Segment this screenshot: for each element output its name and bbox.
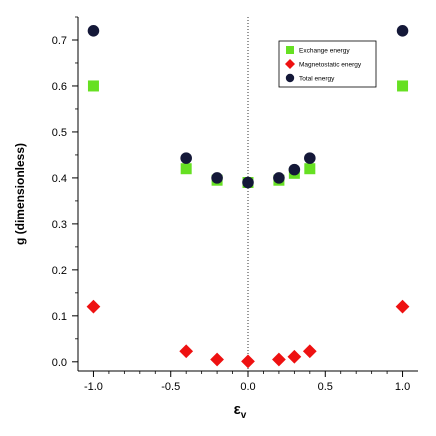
x-axis-title-subscript: v xyxy=(241,410,247,421)
data-marks xyxy=(86,25,410,369)
diamond-point xyxy=(179,344,194,359)
legend-marker-circle xyxy=(285,73,295,83)
y-tick-label: 0.6 xyxy=(52,81,67,93)
diamond-point xyxy=(302,344,317,359)
legend-marker-diamond xyxy=(285,59,295,69)
legend-label: Exchange energy xyxy=(299,48,350,55)
circle-point xyxy=(273,172,285,184)
x-axis-title-symbol: ε xyxy=(234,401,241,418)
x-tick-label: 0.0 xyxy=(240,381,255,393)
diamond-point xyxy=(395,299,410,314)
y-axis-title: g (dimensionless) xyxy=(13,143,27,245)
x-axis-title: εv xyxy=(234,401,247,421)
y-tick-label: 0.7 xyxy=(52,35,67,47)
x-tick-label: -0.5 xyxy=(161,381,180,393)
circle-point xyxy=(211,172,223,184)
circle-point xyxy=(87,25,100,37)
diamond-point xyxy=(210,352,224,367)
square-point xyxy=(180,163,192,175)
legend-label: Magnetostatic energy xyxy=(299,62,362,69)
x-tick-label: 0.5 xyxy=(318,381,333,393)
circle-point xyxy=(396,25,409,37)
y-tick-label: 0.5 xyxy=(52,127,67,139)
y-tick-label: 0.1 xyxy=(52,311,67,323)
y-tick-label: 0.4 xyxy=(52,173,67,185)
legend-label: Total energy xyxy=(299,76,335,83)
square-point xyxy=(397,80,409,92)
diamond-point xyxy=(86,299,101,314)
legend-box xyxy=(278,40,377,88)
x-tick-label: 1.0 xyxy=(395,381,410,393)
circle-point xyxy=(304,152,316,164)
square-point xyxy=(87,80,99,92)
legend: Exchange energy Magnetostatic energy Total… xyxy=(278,40,377,88)
y-tick-label: 0.3 xyxy=(52,219,67,231)
ticks: -1.0 -0.5 0.0 0.5 1.0 0.0 0.1 0.2 0.3 0.4 0.5 0.6 0.… xyxy=(52,16,410,393)
y-tick-label: 0.2 xyxy=(52,265,67,277)
square-point xyxy=(304,163,316,175)
y-tick-label: 0.0 xyxy=(52,357,67,369)
legend-marker-square xyxy=(286,46,294,54)
circle-point xyxy=(288,163,301,176)
diamond-point xyxy=(287,349,302,364)
circle-point xyxy=(180,152,192,164)
circle-point xyxy=(242,176,254,189)
x-tick-label: -1.0 xyxy=(84,381,103,393)
diamond-point xyxy=(241,354,255,369)
diamond-point xyxy=(272,352,286,367)
